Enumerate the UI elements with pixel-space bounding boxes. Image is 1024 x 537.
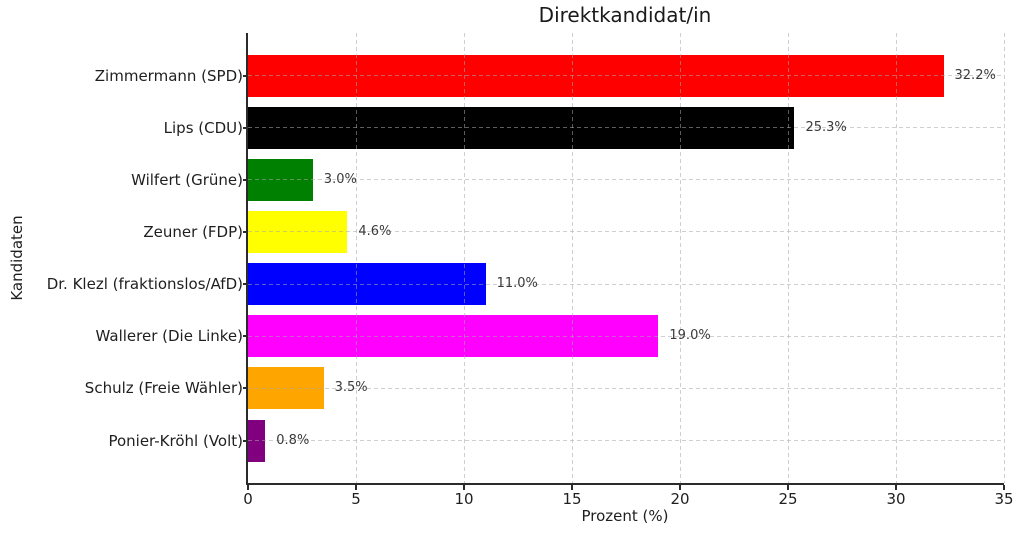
x-tick-mark bbox=[1003, 485, 1005, 490]
plot-area: 32.2% 25.3% 3.0% 4.6% 11.0% 19.0% 3.5% 0.8% bbox=[246, 33, 1005, 485]
x-tick-label: 30 bbox=[886, 490, 906, 508]
x-tick-mark bbox=[247, 485, 249, 490]
chart-title: Direktkandidat/in bbox=[538, 3, 712, 27]
x-tick-label: 20 bbox=[670, 490, 690, 508]
bar-value-label: 0.8% bbox=[276, 432, 310, 448]
y-tick-label: Ponier-Kröhl (Volt) bbox=[108, 431, 243, 450]
x-tick-mark bbox=[355, 485, 357, 490]
y-tick-mark bbox=[243, 230, 248, 233]
y-tick-mark bbox=[243, 387, 248, 390]
vertical-gridline bbox=[679, 33, 681, 483]
vertical-gridline bbox=[571, 33, 573, 483]
vertical-gridline bbox=[895, 33, 897, 483]
horizontal-gridline bbox=[248, 387, 1004, 389]
y-tick-label: Wallerer (Die Linke) bbox=[95, 327, 243, 346]
y-tick-label: Wilfert (Grüne) bbox=[131, 170, 243, 189]
y-tick-label: Zeuner (FDP) bbox=[143, 222, 243, 241]
y-tick-label: Lips (CDU) bbox=[163, 118, 243, 137]
x-tick-mark bbox=[895, 485, 897, 490]
horizontal-gridline bbox=[248, 335, 1004, 337]
y-tick-label: Schulz (Freie Wähler) bbox=[84, 379, 243, 398]
bar-value-label: 4.6% bbox=[358, 223, 392, 239]
y-tick-label: Zimmermann (SPD) bbox=[94, 66, 243, 85]
horizontal-gridline bbox=[248, 231, 1004, 233]
x-tick-label: 5 bbox=[351, 490, 361, 508]
bar-value-label: 11.0% bbox=[496, 276, 538, 292]
y-tick-mark bbox=[243, 126, 248, 129]
y-tick-mark bbox=[243, 439, 248, 442]
vertical-gridline bbox=[1003, 33, 1005, 483]
x-tick-label: 15 bbox=[562, 490, 582, 508]
x-tick-label: 0 bbox=[243, 490, 253, 508]
x-tick-mark bbox=[679, 485, 681, 490]
horizontal-gridline bbox=[248, 283, 1004, 285]
vertical-gridline bbox=[463, 33, 465, 483]
bar-value-label: 19.0% bbox=[669, 328, 711, 344]
y-tick-label: Dr. Klezl (fraktionslos/AfD) bbox=[46, 275, 243, 294]
x-axis-label: Prozent (%) bbox=[581, 507, 669, 525]
x-tick-label: 25 bbox=[778, 490, 798, 508]
y-tick-mark bbox=[243, 335, 248, 338]
horizontal-gridline bbox=[248, 440, 1004, 441]
bar-value-label: 25.3% bbox=[805, 119, 847, 135]
horizontal-gridline bbox=[248, 127, 1004, 129]
y-tick-mark bbox=[243, 178, 248, 181]
y-tick-mark bbox=[243, 74, 248, 77]
x-tick-mark bbox=[787, 485, 789, 490]
x-tick-label: 35 bbox=[994, 490, 1014, 508]
bar-value-label: 3.0% bbox=[323, 171, 357, 187]
horizontal-gridline bbox=[248, 75, 1004, 76]
x-tick-mark bbox=[463, 485, 465, 490]
x-tick-mark bbox=[571, 485, 573, 490]
horizontal-gridline bbox=[248, 179, 1004, 181]
x-tick-label: 10 bbox=[454, 490, 474, 508]
y-tick-mark bbox=[243, 283, 248, 286]
vertical-gridline bbox=[787, 33, 789, 483]
vertical-gridline bbox=[355, 33, 357, 483]
bar-value-label: 32.2% bbox=[954, 67, 996, 83]
bar-value-label: 3.5% bbox=[334, 380, 368, 396]
